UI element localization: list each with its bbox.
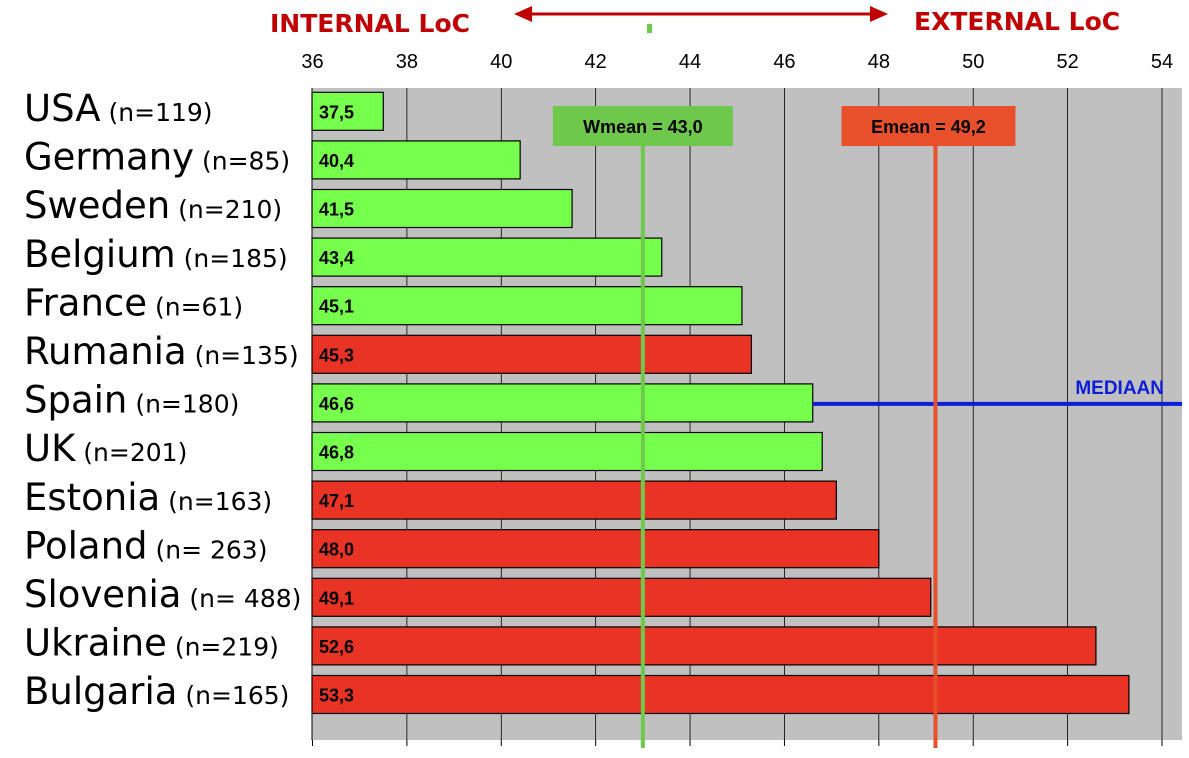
bar-value-label: 40,4 (319, 151, 354, 171)
bar-value-label: 53,3 (319, 686, 354, 706)
sample-size: (n=210) (170, 195, 282, 224)
bar-usa (311, 91, 384, 131)
bar-value-label: 46,6 (319, 394, 354, 414)
wmean-marker (647, 24, 652, 33)
x-tick-label: 48 (868, 51, 890, 73)
sample-size: (n=219) (167, 633, 279, 662)
bar-germany (311, 140, 521, 180)
x-tick-label: 42 (585, 51, 607, 73)
x-tick-label: 38 (396, 51, 418, 73)
country-name: Germany (24, 136, 194, 179)
category-label: Estonia (n=163) (24, 476, 272, 519)
bar-sweden (311, 188, 573, 229)
internal-loc-label: INTERNAL LoC (270, 9, 470, 38)
arrow-left-icon (514, 6, 532, 22)
bar-value-label: 52,6 (319, 637, 354, 657)
category-label: Germany (n=85) (24, 136, 290, 179)
country-name: Slovenia (24, 573, 181, 616)
sample-size: (n= 263) (148, 535, 268, 564)
sample-size: (n=201) (75, 438, 187, 467)
x-tick-label: 44 (679, 51, 701, 73)
country-name: Belgium (24, 233, 176, 276)
bar-value-label: 47,1 (319, 491, 354, 511)
x-tick-label: 52 (1056, 51, 1078, 73)
sample-size: (n=163) (160, 487, 272, 516)
loc-annotation: INTERNAL LoC EXTERNAL LoC (270, 6, 1120, 38)
country-name: Sweden (24, 184, 170, 227)
x-tick-label: 40 (490, 51, 512, 73)
bar-value-label: 45,3 (319, 345, 354, 365)
category-label: Slovenia (n= 488) (24, 573, 301, 616)
category-label: Bulgaria (n=165) (24, 670, 289, 713)
bar-bulgaria (311, 674, 1130, 715)
category-label: Rumania (n=135) (24, 330, 299, 373)
category-label: France (n=61) (24, 281, 243, 324)
sample-size: (n=119) (101, 98, 213, 127)
x-tick-label: 46 (773, 51, 795, 73)
bar-france (311, 286, 743, 326)
bars: 37,5 40,4 41,5 43,4 45,1 45,3 46,6 46,8 47,1 48,0… (311, 91, 1130, 715)
bar-value-label: 46,8 (319, 443, 354, 463)
external-loc-label: EXTERNAL LoC (914, 7, 1120, 36)
country-name: Estonia (24, 476, 160, 519)
mean-label-box (841, 106, 1016, 146)
category-label: Belgium (n=185) (24, 233, 288, 276)
country-name: Bulgaria (24, 670, 177, 713)
sample-size: (n=135) (187, 341, 299, 370)
reference-lines: Wmean = 43,0 Emean = 49,2 (552, 106, 1016, 748)
bar-value-label: 48,0 (319, 540, 354, 560)
mean-label: Wmean = 43,0 (583, 117, 703, 137)
bar-estonia (311, 480, 837, 520)
country-name: Spain (24, 379, 127, 422)
category-label: USA (n=119) (24, 87, 213, 130)
sample-size: (n=180) (127, 390, 239, 419)
x-tick-label: 50 (962, 51, 984, 73)
x-tick-label: 36 (301, 51, 323, 73)
bar-value-label: 37,5 (319, 102, 354, 122)
bar-uk (311, 431, 823, 472)
mean-label: Emean = 49,2 (871, 117, 986, 137)
bar-ukraine (311, 626, 1097, 666)
bar-rumania (311, 334, 753, 374)
category-label: Ukraine (n=219) (24, 622, 279, 665)
mean-label-box (552, 106, 733, 146)
bar-spain (311, 383, 814, 423)
category-label: Poland (n= 263) (24, 524, 267, 567)
sample-size: (n=61) (147, 292, 243, 321)
x-tick-label: 54 (1151, 51, 1173, 73)
country-name: Ukraine (24, 622, 167, 665)
category-label: Sweden (n=210) (24, 184, 282, 227)
x-axis-ticks: 36 38 40 42 44 46 48 50 52 54 (301, 51, 1173, 73)
sample-size: (n=85) (194, 147, 290, 176)
country-name: UK (24, 427, 77, 470)
bar-value-label: 45,1 (319, 297, 354, 317)
bar-poland (311, 529, 880, 569)
category-label: Spain (n=180) (24, 379, 239, 422)
sample-size: (n=165) (177, 681, 289, 710)
bar-belgium (311, 237, 663, 277)
category-labels: USA (n=119) Germany (n=85) Sweden (n=210) B… (24, 87, 301, 713)
sample-size: (n=185) (176, 244, 288, 273)
country-name: USA (24, 87, 101, 130)
category-label: UK (n=201) (24, 427, 187, 470)
bar-value-label: 49,1 (319, 588, 354, 608)
bar-slovenia (311, 577, 932, 617)
country-name: France (24, 281, 147, 324)
country-name: Poland (24, 524, 148, 567)
sample-size: (n= 488) (181, 584, 301, 613)
median-line-group: MEDIAAN (812, 378, 1182, 406)
country-name: Rumania (24, 330, 187, 373)
arrow-right-icon (870, 6, 888, 22)
bar-value-label: 41,5 (319, 200, 354, 220)
median-label: MEDIAAN (1075, 378, 1164, 399)
bar-value-label: 43,4 (319, 248, 354, 268)
